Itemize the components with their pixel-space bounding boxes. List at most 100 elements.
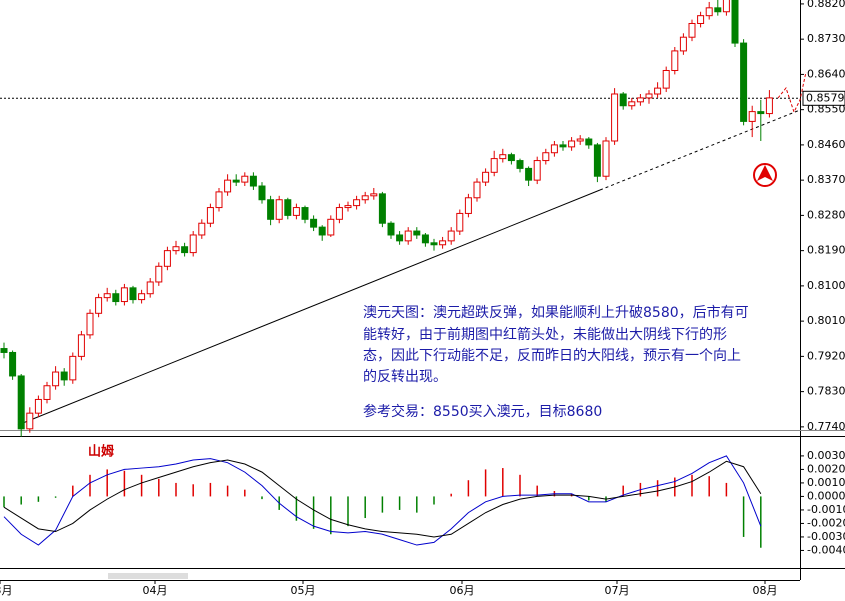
- candle-body: [499, 154, 507, 160]
- y-tick-label: 0.8280: [807, 208, 845, 221]
- candle-body: [232, 179, 240, 183]
- macd-y-tick-label: 0.0010: [807, 476, 845, 489]
- candle-body: [189, 234, 197, 254]
- candle-body: [353, 199, 361, 207]
- candle-body: [464, 197, 472, 214]
- candle-body: [430, 242, 438, 246]
- macd-y-tick-label: 0.0030: [807, 449, 845, 462]
- candle-body: [705, 7, 713, 17]
- candle-body: [473, 181, 481, 199]
- candle-body: [275, 199, 283, 220]
- candle-body: [679, 36, 687, 52]
- candle-body: [249, 175, 257, 187]
- candle-body: [525, 167, 533, 181]
- candle-body: [17, 375, 25, 430]
- candle-body: [413, 230, 421, 236]
- candle-body: [697, 15, 705, 24]
- candle-body: [507, 154, 515, 162]
- macd-y-tick-label: 0.0020: [807, 462, 845, 475]
- candle-body: [559, 144, 567, 148]
- candle-body: [120, 287, 128, 303]
- candle-body: [34, 398, 42, 414]
- candle-body: [198, 222, 206, 236]
- candle-body: [533, 160, 541, 181]
- candle-body: [619, 93, 627, 107]
- last-price-label: 0.8579: [806, 91, 845, 104]
- candle-body: [387, 222, 395, 236]
- candle-body: [722, 0, 730, 13]
- y-tick-label: 0.8820: [807, 0, 845, 10]
- candle-body: [456, 212, 464, 232]
- candle-body: [550, 144, 558, 154]
- macd-y-tick-label: -0.0020: [807, 516, 845, 529]
- projection: [777, 71, 807, 114]
- candle-body: [740, 42, 748, 122]
- annotation: 能转好，由于前期图中红箭头处，未能做出大阴线下行的形: [363, 326, 727, 343]
- trend-line: [17, 189, 601, 426]
- x-tick-label: 06月: [450, 584, 475, 597]
- candle-body: [421, 234, 429, 244]
- candle-body: [163, 250, 171, 267]
- candle-body: [43, 385, 51, 400]
- macd-line: [3, 455, 762, 546]
- candle-body: [52, 371, 60, 387]
- y-tick-label: 0.8550: [807, 103, 845, 116]
- candle-body: [284, 199, 292, 216]
- candle-body: [335, 207, 343, 220]
- candle-body: [447, 230, 455, 242]
- candle-body: [516, 160, 524, 169]
- candle-body: [155, 265, 163, 283]
- candle-body: [396, 234, 404, 242]
- annotation: 的反转出现。: [363, 369, 447, 385]
- macd-line: [3, 459, 762, 538]
- candle-body: [224, 179, 232, 193]
- candle-body: [181, 246, 189, 254]
- y-tick-label: 0.7830: [807, 385, 845, 398]
- candle-body: [576, 138, 584, 142]
- candle-body: [69, 355, 77, 381]
- candle-body: [241, 175, 249, 183]
- x-tick-label: 07月: [605, 584, 630, 597]
- candle-body: [611, 93, 619, 142]
- candle-body: [585, 138, 593, 146]
- candle-body: [378, 193, 386, 224]
- candle-body: [292, 207, 300, 216]
- candle-body: [714, 7, 722, 13]
- y-tick-label: 0.8370: [807, 173, 845, 186]
- macd-y-tick-label: -0.0010: [807, 503, 845, 516]
- candle-body: [318, 226, 326, 236]
- y-tick-label: 0.8730: [807, 32, 845, 45]
- candle-body: [9, 351, 17, 377]
- candle-body: [26, 412, 34, 430]
- candle-body: [662, 69, 670, 89]
- candle-body: [654, 87, 662, 95]
- candle-body: [215, 191, 223, 209]
- candle-body: [688, 22, 696, 38]
- last-price-box: [802, 90, 845, 106]
- candle-body: [112, 293, 120, 303]
- candle-body: [172, 246, 180, 252]
- candle-body: [327, 218, 335, 236]
- x-tick-label: 03月: [0, 584, 13, 597]
- y-tick-label: 0.8010: [807, 314, 845, 327]
- indicator-label: 山姆: [88, 444, 114, 460]
- candle-body: [103, 293, 111, 299]
- candle-body: [671, 50, 679, 71]
- annotation: 澳元天图：澳元超跌反弹，如果能顺利上升破8580，后市有可: [363, 304, 749, 321]
- x-tick-label: 05月: [291, 584, 316, 597]
- candle-body: [60, 371, 68, 381]
- candle-body: [95, 297, 103, 314]
- y-tick-label: 0.7920: [807, 349, 845, 362]
- candle-body: [731, 0, 739, 44]
- scroll-bar: [108, 573, 188, 579]
- candle-body: [542, 152, 550, 162]
- candle-body: [77, 334, 85, 357]
- macd-y-tick-label: -0.0030: [807, 530, 845, 543]
- candle-body: [568, 140, 576, 148]
- macd-y-tick-label: 0.0000: [807, 489, 845, 502]
- y-tick-label: 0.8460: [807, 138, 845, 151]
- candle-body: [404, 230, 412, 242]
- candle-body: [765, 97, 773, 115]
- candle-body: [344, 205, 352, 209]
- candle-body: [146, 281, 154, 295]
